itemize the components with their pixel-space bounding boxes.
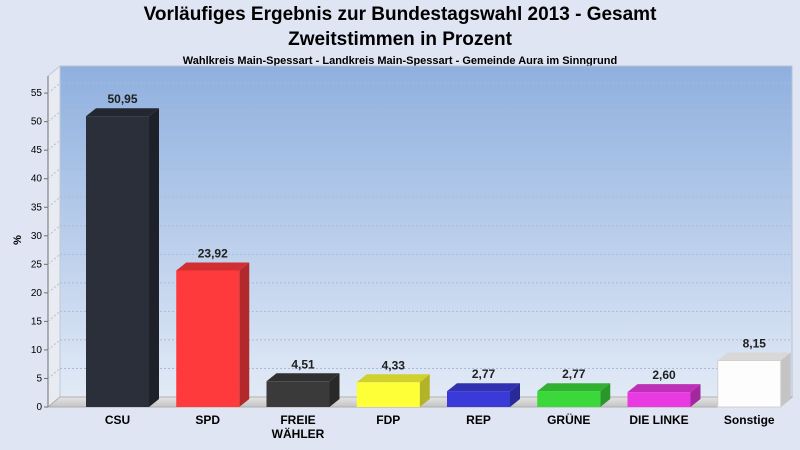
y-tick-label: 15	[31, 316, 43, 327]
bar	[86, 116, 149, 408]
gridline-side	[47, 82, 61, 94]
x-tick-label: Sonstige	[724, 413, 775, 427]
x-tick-label: WÄHLER	[272, 426, 325, 441]
gridline-side	[47, 168, 61, 180]
x-tick-label: REP	[466, 413, 491, 427]
bar	[537, 391, 601, 407]
bar-top	[86, 108, 159, 117]
bar	[176, 270, 240, 407]
bar-value-label: 23,92	[198, 246, 228, 260]
y-tick-label: 55	[31, 88, 43, 99]
bar-value-label: 4,33	[382, 358, 406, 372]
x-tick-label: FREIE	[280, 413, 315, 427]
bar-side	[690, 384, 701, 407]
y-tick-label: 0	[36, 402, 42, 413]
bar-side	[239, 262, 250, 407]
y-tick-label: 10	[31, 345, 43, 356]
plot-side-wall	[47, 64, 61, 409]
bar	[447, 391, 510, 407]
bar	[627, 392, 691, 407]
bar-side	[780, 352, 791, 407]
bar-top	[447, 383, 520, 392]
chart-location-subtitle: Wahlkreis Main-Spessart - Landkreis Main…	[182, 55, 618, 67]
x-tick-label: GRÜNE	[547, 412, 590, 427]
bar-top	[717, 352, 791, 361]
y-tick-label: 35	[31, 202, 43, 213]
gridline-side	[47, 253, 61, 265]
gridline-side	[47, 339, 61, 351]
chart-subtitle: Zweitstimmen in Prozent	[288, 29, 512, 50]
bar	[717, 359, 782, 408]
bar-side	[329, 373, 340, 407]
bar-top	[266, 373, 340, 382]
bar-top	[356, 374, 430, 383]
bar-value-label: 50,95	[107, 92, 137, 106]
y-axis-label: %	[12, 235, 24, 245]
bar-top	[176, 262, 250, 271]
y-tick-label: 5	[36, 373, 42, 384]
gridline-side	[47, 311, 61, 322]
plot-back-wall	[59, 65, 793, 398]
x-tick-label: CSU	[105, 413, 130, 427]
bar-value-label: 8,15	[743, 336, 767, 350]
x-tick-label: FDP	[376, 413, 400, 427]
bar	[266, 381, 330, 407]
bar	[356, 382, 420, 407]
bar-side	[419, 374, 430, 407]
bar-side	[149, 108, 159, 408]
gridline-side	[47, 196, 61, 208]
x-tick-label: DIE LINKE	[629, 413, 688, 427]
y-tick-label: 30	[31, 231, 43, 242]
bar-side	[600, 383, 611, 407]
bar-top	[537, 383, 611, 392]
y-tick-label: 45	[31, 145, 43, 156]
gridline-side	[47, 282, 61, 294]
gridline-side	[47, 111, 61, 123]
y-tick-label: 20	[31, 288, 43, 299]
gridline-side	[47, 139, 61, 151]
y-tick-label: 50	[31, 117, 43, 128]
chart-title: Vorläufiges Ergebnis zur Bundestagswahl …	[143, 4, 657, 25]
y-tick-label: 40	[31, 174, 43, 185]
bar-value-label: 2,77	[472, 367, 496, 381]
bar-top	[627, 384, 701, 393]
gridline-side	[47, 368, 61, 379]
bar-value-label: 2,77	[562, 367, 586, 381]
bar-value-label: 4,51	[291, 357, 315, 371]
bar-value-label: 2,60	[652, 368, 676, 382]
x-tick-label: SPD	[195, 413, 220, 427]
bar-side	[510, 383, 520, 407]
gridline-side	[47, 225, 61, 237]
y-tick-label: 25	[31, 259, 43, 270]
